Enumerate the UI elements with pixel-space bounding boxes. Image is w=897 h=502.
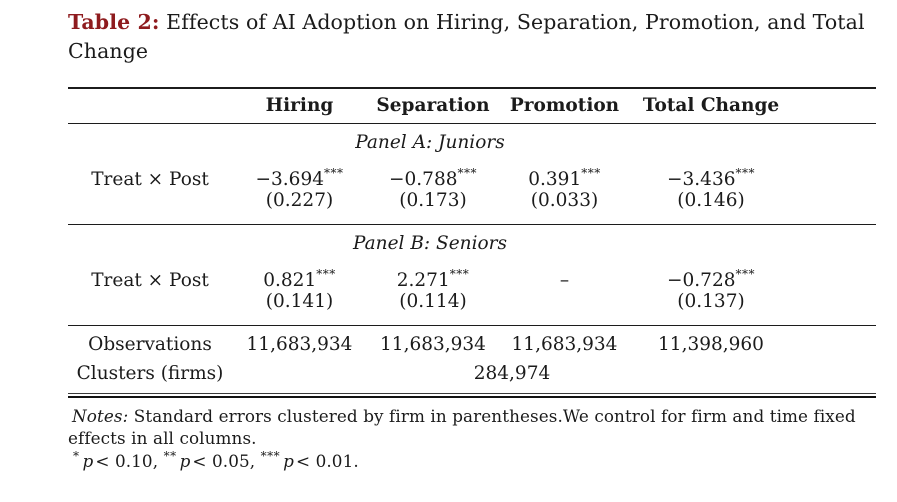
se-cell: (0.227)	[265, 190, 334, 212]
empty-cell	[68, 190, 232, 225]
se-cell	[499, 291, 630, 326]
panel-a-se-row: (0.227) (0.173) (0.033) (0.146)	[68, 190, 876, 225]
coef-cell: –	[499, 261, 630, 291]
se-cell: (0.146)	[677, 190, 745, 212]
panel-a-coef-row: Treat × Post −3.694*** −0.788*** 0.391**…	[68, 160, 876, 190]
sig-threshold: < 0.05,	[192, 450, 256, 471]
coef-cell: 0.391***	[499, 160, 630, 190]
coef-cell: −3.436***	[630, 160, 792, 190]
se-cell: (0.114)	[399, 291, 467, 313]
se-cell: (0.033)	[530, 190, 599, 212]
sig-stars: **	[163, 448, 177, 463]
filler-cell	[792, 291, 876, 326]
panel-b-coef-row: Treat × Post 0.821*** 2.271*** – −0.728*…	[68, 261, 876, 291]
filler-cell	[792, 190, 876, 225]
coef-cell: 2.271***	[367, 261, 499, 291]
panel-a-row-label: Treat × Post	[91, 169, 209, 191]
coef-cell: 0.821***	[232, 261, 367, 291]
se-cell: (0.141)	[265, 291, 334, 313]
observations-value: 11,683,934	[367, 325, 499, 356]
bottom-rule-thick	[68, 396, 876, 399]
panel-b-row-label: Treat × Post	[91, 270, 209, 292]
empty-cell	[68, 291, 232, 326]
filler-cell	[792, 355, 876, 393]
sig-stars: *	[73, 448, 80, 463]
coef-value: −3.436	[667, 169, 736, 191]
filler-cell	[792, 224, 876, 262]
significance-legend: * p < 0.10, ** p < 0.05, *** p < 0.01.	[68, 450, 876, 472]
coef-value: 0.391	[528, 169, 582, 191]
sig-threshold: < 0.10,	[95, 450, 159, 471]
filler-cell	[792, 325, 876, 356]
coef-cell: −3.694***	[232, 160, 367, 190]
sig-stars: ***	[260, 448, 281, 463]
coef-value: −0.788	[389, 169, 458, 191]
panel-b-label-row: Panel B: Seniors	[68, 224, 876, 262]
significance-stars: ***	[581, 166, 601, 181]
observations-row: Observations 11,683,934 11,683,934 11,68…	[68, 325, 876, 356]
coef-value: −3.694	[255, 169, 324, 191]
coef-value: 0.821	[263, 270, 317, 292]
se-cell: (0.137)	[677, 291, 745, 313]
coef-value: –	[559, 270, 570, 292]
panel-b-label: Panel B: Seniors	[68, 224, 792, 262]
table-notes: Notes: Standard errors clustered by firm…	[68, 405, 876, 472]
table-figure: Table 2: Effects of AI Adoption on Hirin…	[68, 8, 876, 472]
results-table: Hiring Separation Promotion Total Change…	[68, 87, 876, 393]
panel-b-se-row: (0.141) (0.114) (0.137)	[68, 291, 876, 326]
notes-paragraph: Notes: Standard errors clustered by firm…	[68, 405, 876, 449]
coef-value: −0.728	[667, 270, 736, 292]
header-empty-cell	[68, 87, 232, 125]
significance-stars: ***	[449, 267, 470, 282]
sig-item: *** p < 0.01.	[260, 448, 359, 471]
column-header-separation: Separation	[367, 87, 499, 125]
filler-cell	[792, 160, 876, 190]
clusters-label: Clusters (firms)	[76, 363, 224, 385]
filler-cell	[792, 261, 876, 291]
clusters-row: Clusters (firms) 284,974	[68, 355, 876, 393]
column-header-total-change: Total Change	[630, 87, 792, 125]
header-filler-cell	[792, 87, 876, 125]
column-header-hiring: Hiring	[232, 87, 367, 125]
notes-label: Notes:	[72, 406, 129, 427]
sig-item: ** p < 0.05,	[163, 448, 256, 471]
se-cell: (0.173)	[399, 190, 467, 212]
notes-text: Standard errors clustered by firm in par…	[68, 406, 856, 449]
significance-stars: ***	[457, 166, 477, 181]
table-caption-label: Table 2:	[68, 10, 160, 34]
table-caption-text: Effects of AI Adoption on Hiring, Separa…	[68, 10, 865, 64]
sig-pvar: p	[283, 450, 294, 471]
observations-value: 11,683,934	[499, 325, 630, 356]
significance-stars: ***	[735, 166, 755, 181]
bottom-rule-thin	[68, 393, 876, 395]
observations-label: Observations	[68, 325, 232, 356]
column-header-promotion: Promotion	[499, 87, 630, 125]
coef-value: 2.271	[396, 270, 450, 292]
sig-threshold: < 0.01.	[296, 450, 359, 471]
panel-a-label-row: Panel A: Juniors	[68, 124, 876, 161]
table-caption: Table 2: Effects of AI Adoption on Hirin…	[68, 8, 876, 66]
significance-stars: ***	[323, 166, 344, 181]
significance-stars: ***	[735, 267, 755, 282]
observations-value: 11,683,934	[232, 325, 367, 356]
coef-cell: −0.788***	[367, 160, 499, 190]
panel-a-label: Panel A: Juniors	[355, 132, 505, 154]
table-header-row: Hiring Separation Promotion Total Change	[68, 87, 876, 125]
sig-item: * p < 0.10,	[73, 448, 159, 471]
filler-cell	[792, 124, 876, 161]
sig-pvar: p	[179, 450, 191, 471]
coef-cell: −0.728***	[630, 261, 792, 291]
significance-stars: ***	[316, 267, 336, 282]
observations-value: 11,398,960	[630, 325, 792, 356]
clusters-value: 284,974	[473, 363, 551, 385]
sig-pvar: p	[82, 450, 94, 471]
